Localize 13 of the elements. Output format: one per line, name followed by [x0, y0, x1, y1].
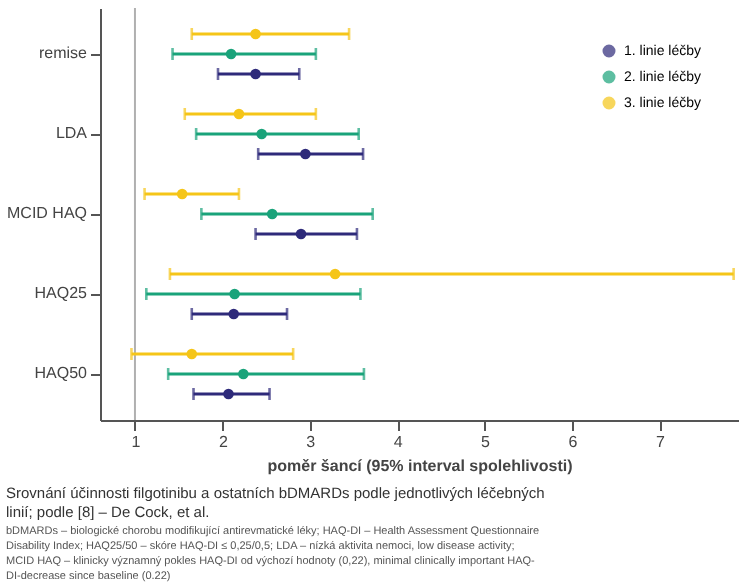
x-tick-label: 7	[655, 433, 666, 451]
x-tick-label: 4	[393, 433, 404, 451]
x-tick-label: 6	[568, 433, 579, 451]
y-tick-label: HAQ25	[34, 284, 89, 302]
x-axis-title: poměr šancí (95% interval spolehlivosti)	[267, 457, 574, 475]
y-tick-label: HAQ50	[34, 364, 89, 382]
x-tick-label: 2	[218, 433, 229, 451]
x-tick-label: 5	[481, 433, 492, 451]
y-tick-label: remise	[38, 44, 89, 62]
x-tick-label: 3	[306, 433, 317, 451]
y-tick-label: LDA	[55, 124, 89, 142]
y-tick-label: MCID HAQ	[7, 204, 87, 222]
x-tick-label: 1	[131, 433, 142, 451]
